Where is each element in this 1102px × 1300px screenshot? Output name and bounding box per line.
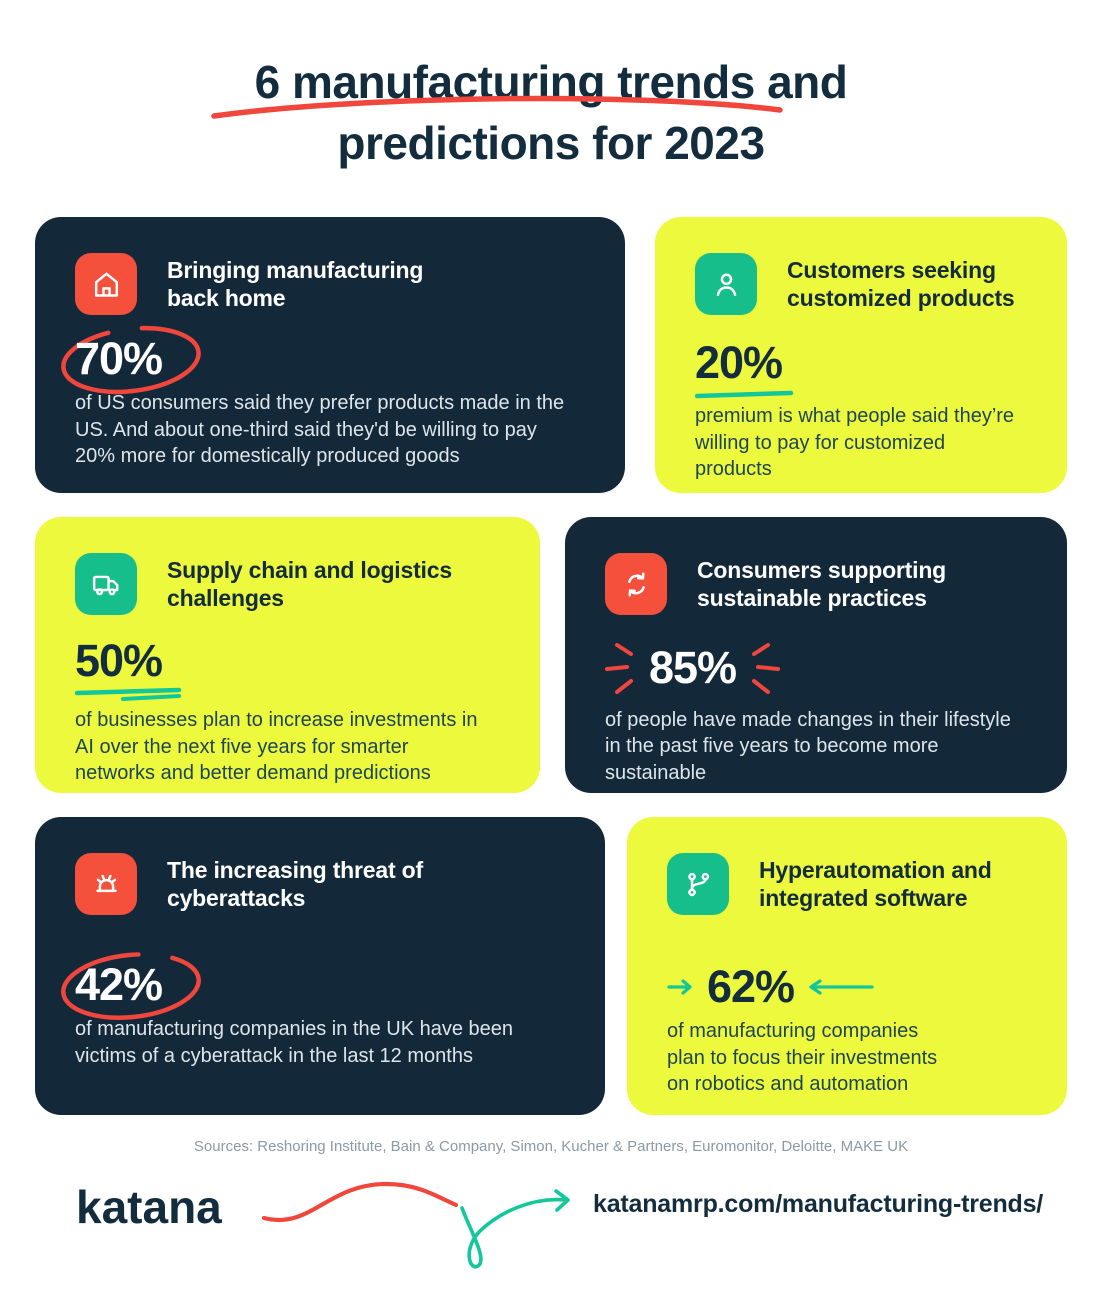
card-supply-chain: Supply chain and logistics challenges 50… [35,517,540,793]
green-underline-doodle [695,391,794,399]
card-reshoring: Bringing manufacturing back home 70% of … [35,217,625,493]
card-customization: Customers seeking customized products 20… [655,217,1067,493]
stat-value: 20% [695,337,783,388]
footer-red-squiggle-doodle [261,1181,459,1222]
footer-url-link[interactable]: katanamrp.com/manufacturing-trends/ [593,1190,1044,1218]
card-body-text: of businesses plan to increase investmen… [75,709,478,785]
stat-value: 85% [649,642,737,694]
card-sustainability: Consumers supporting sustainable practic… [565,517,1067,793]
card-title: Consumers supporting sustainable practic… [697,557,947,612]
card-header: Hyperautomation and integrated software [667,853,1027,915]
card-body-text: of people have made changes in their lif… [605,709,1011,784]
red-sparks-left-doodle [605,643,633,694]
page-title: 6 manufacturing trends and predictions f… [254,56,848,169]
siren-icon [75,853,137,915]
card-title: Bringing manufacturing back home [167,257,424,312]
card-header: Consumers supporting sustainable practic… [605,553,1027,615]
card-header: Supply chain and logistics challenges [75,553,500,615]
green-double-underline-doodle [75,688,182,702]
sources-text: Sources: Reshoring Institute, Bain & Com… [193,1138,909,1155]
card-title: Customers seeking customized products [787,257,1015,312]
card-title: Supply chain and logistics challenges [167,557,452,612]
stat-value: 50% [75,635,163,686]
truck-icon [75,553,137,615]
recycle-icon [605,553,667,615]
footer-doodles [261,1181,570,1269]
card-title: Hyperautomation and integrated software [759,857,992,912]
card-body-text: premium is what people said they’re will… [695,405,1015,481]
green-arrow-left-doodle [809,979,874,995]
stat-value: 62% [707,961,795,1012]
card-body-text: of manufacturing companies in the UK hav… [75,1018,514,1067]
card-cyberattacks: The increasing threat of cyberattacks 42… [35,817,605,1115]
red-circle-doodle [61,952,201,1020]
card-header: Customers seeking customized products [695,253,1027,315]
card-title: The increasing threat of cyberattacks [167,857,423,912]
red-sparks-right-doodle [752,643,781,694]
card-hyperautomation: Hyperautomation and integrated software … [627,817,1067,1115]
stat-value: 42% [75,959,163,1010]
person-icon [695,253,757,315]
card-body-text: of manufacturing companies plan to focus… [667,1020,938,1096]
home-icon [75,253,137,315]
branch-icon [667,853,729,915]
card-header: The increasing threat of cyberattacks [75,853,565,915]
footer-green-arrow-doodle [460,1197,568,1269]
red-circle-doodle [61,325,201,395]
card-body-text: of US consumers said they prefer product… [75,392,565,468]
card-header: Bringing manufacturing back home [75,253,585,315]
stat-value: 70% [75,333,163,384]
katana-logo: katana [76,1181,222,1233]
green-arrow-right-doodle [667,979,692,995]
